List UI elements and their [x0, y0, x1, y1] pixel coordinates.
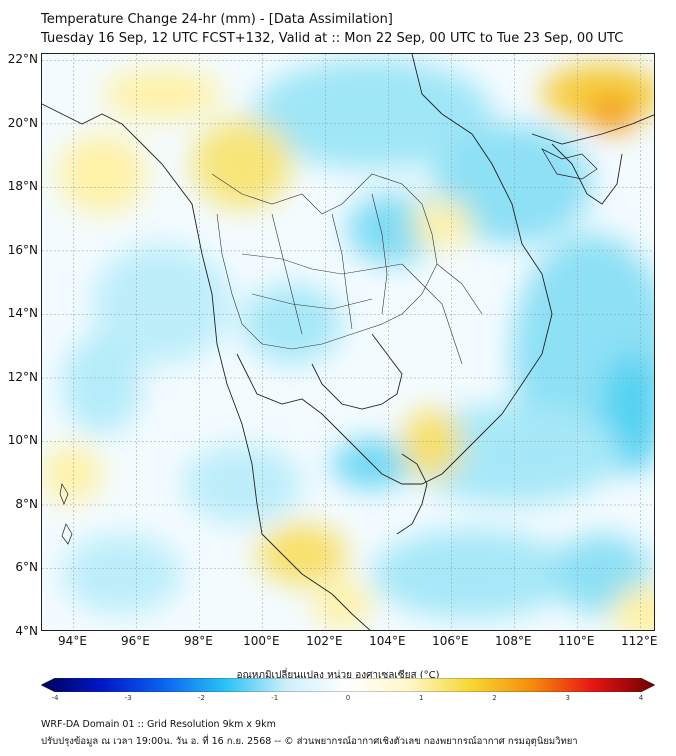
colorbar-label: อุณหภูมิเปลี่ยนแปลง หน่วย องศาเซลเซียส (…: [236, 670, 440, 681]
lat-tick-label: 12°N: [7, 369, 38, 384]
colorbar-tick-label: 2: [492, 694, 497, 702]
map-subtitle: Tuesday 16 Sep, 12 UTC FCST+132, Valid a…: [41, 31, 624, 46]
coastlines: [42, 54, 654, 630]
lon-tick-label: 112°E: [621, 634, 658, 648]
colorbar-tick-label: 0: [345, 694, 351, 702]
map-panel: [41, 53, 655, 631]
lon-tick-label: 94°E: [58, 634, 87, 648]
lat-tick-label: 6°N: [15, 560, 38, 575]
lat-tick-label: 16°N: [7, 242, 38, 257]
footer-update-info: ปรับปรุงข้อมูล ณ เวลา 19:00น. วัน อ. ที่…: [41, 736, 578, 747]
colorbar-tick-label: -4: [51, 694, 59, 702]
colorbar-tick-label: -1: [271, 694, 279, 702]
colorbar-tick-label: -3: [124, 694, 132, 702]
colorbar-tick-label: 1: [419, 694, 424, 702]
colorbar-tick-label: -2: [198, 694, 205, 702]
country-borders: [211, 173, 483, 365]
map-title: Temperature Change 24-hr (mm) - [Data As…: [41, 12, 393, 27]
island-outlines: [59, 148, 598, 545]
lat-tick-label: 4°N: [15, 624, 38, 638]
lat-tick-label: 22°N: [7, 52, 38, 67]
lon-tick-label: 98°E: [183, 634, 213, 648]
temperature-field: [42, 59, 654, 630]
lon-tick-label: 110°E: [558, 634, 595, 648]
colorbar: [41, 678, 655, 692]
lat-tick-label: 20°N: [7, 115, 38, 130]
lat-tick-label: 14°N: [7, 306, 38, 321]
footer-domain-info: WRF-DA Domain 01 :: Grid Resolution 9km …: [41, 719, 276, 730]
lat-tick-label: 10°N: [7, 433, 38, 448]
lon-tick-label: 100°E: [243, 634, 280, 648]
lon-tick-label: 96°E: [121, 634, 150, 648]
lon-tick-label: 108°E: [495, 634, 532, 648]
lon-tick-label: 104°E: [369, 634, 406, 648]
lon-tick-label: 102°E: [306, 634, 343, 648]
colorbar-tick-label: 3: [565, 694, 570, 702]
colorbar-tick-label: 4: [638, 694, 644, 702]
lat-tick-label: 18°N: [7, 179, 38, 194]
lon-tick-label: 106°E: [432, 634, 469, 648]
map-canvas: [42, 54, 654, 630]
lat-tick-label: 8°N: [15, 496, 38, 511]
